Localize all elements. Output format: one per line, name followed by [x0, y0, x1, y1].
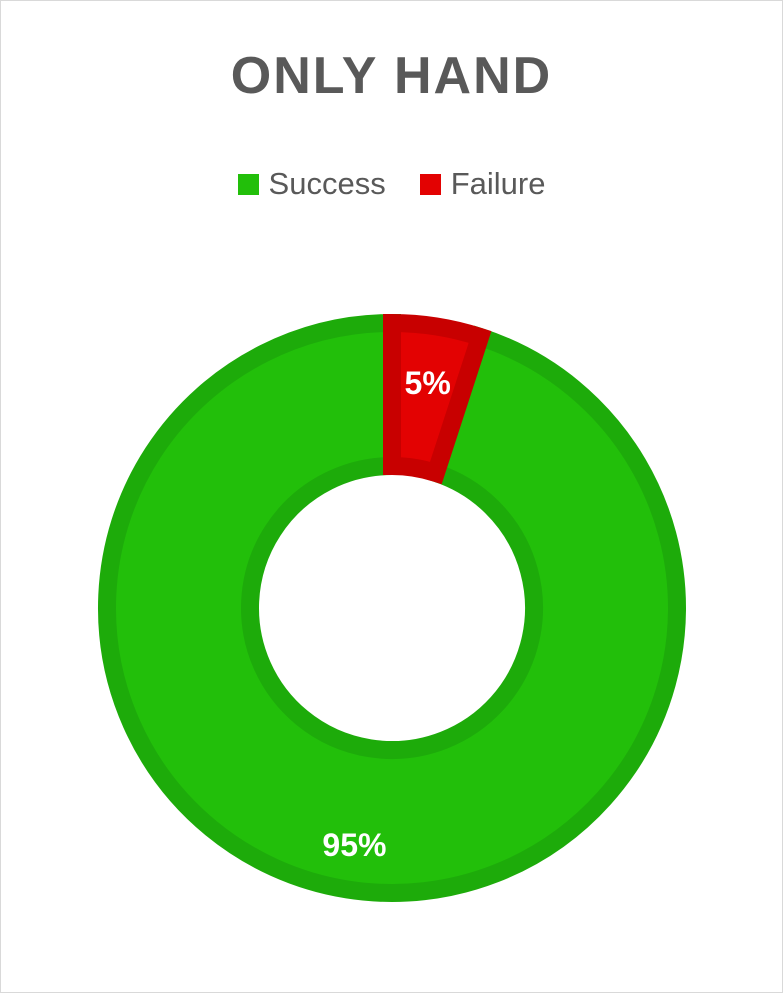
legend-swatch-success	[237, 173, 259, 195]
legend: Success Failure	[0, 166, 783, 202]
data-label-success: 95%	[322, 827, 386, 863]
legend-entry-success: Success	[237, 166, 386, 202]
legend-label-success: Success	[268, 166, 386, 201]
legend-swatch-failure	[419, 173, 441, 195]
legend-entry-failure: Failure	[419, 166, 546, 202]
data-label-failure: 5%	[405, 365, 451, 401]
slice-failure	[383, 313, 492, 485]
chart-title: ONLY HAND	[230, 47, 553, 105]
legend-label-failure: Failure	[450, 166, 546, 201]
slice-success	[98, 313, 686, 902]
